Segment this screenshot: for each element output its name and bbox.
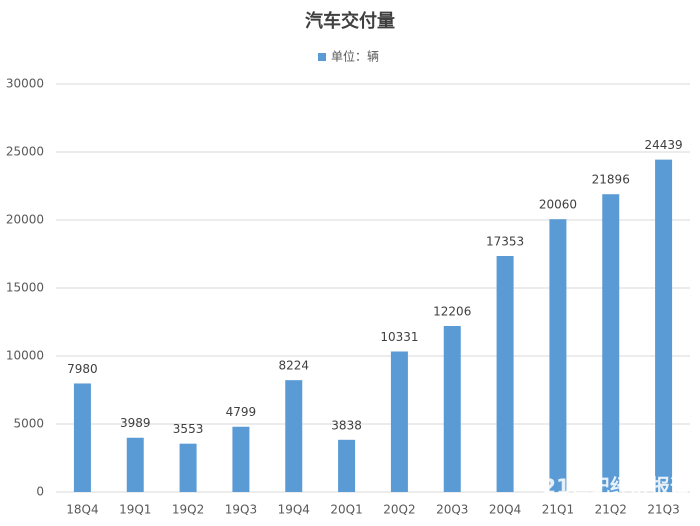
data-label: 17353 <box>486 234 524 248</box>
x-tick-label: 21Q3 <box>647 503 679 517</box>
data-label: 20060 <box>539 198 577 212</box>
data-label: 7980 <box>67 362 98 376</box>
bar <box>496 255 514 492</box>
data-label: 8224 <box>278 359 309 373</box>
data-label: 3553 <box>173 422 204 436</box>
y-tick-label: 25000 <box>6 145 44 159</box>
x-tick-label: 21Q1 <box>542 503 574 517</box>
bar <box>390 351 408 492</box>
x-tick-label: 19Q1 <box>119 503 151 517</box>
x-tick-label: 20Q1 <box>330 503 362 517</box>
data-label: 4799 <box>226 405 257 419</box>
x-tick-label: 20Q3 <box>436 503 468 517</box>
x-tick-label: 21Q2 <box>595 503 627 517</box>
x-tick-label: 20Q2 <box>383 503 415 517</box>
x-tick-label: 19Q2 <box>172 503 204 517</box>
y-tick-label: 20000 <box>6 213 44 227</box>
bar <box>655 159 673 493</box>
bar <box>549 219 567 492</box>
bar <box>73 383 91 492</box>
y-tick-label: 30000 <box>6 77 44 91</box>
data-label: 21896 <box>592 173 630 187</box>
y-tick-label: 15000 <box>6 281 44 295</box>
watermark: 21世纪经济报道 <box>542 475 690 499</box>
data-label: 12206 <box>433 304 471 318</box>
data-label: 10331 <box>380 330 418 344</box>
x-tick-label: 19Q3 <box>225 503 257 517</box>
y-tick-label: 0 <box>36 485 44 499</box>
bar <box>179 443 197 492</box>
bar <box>285 380 303 492</box>
bar <box>338 439 356 492</box>
data-label: 3838 <box>331 418 362 432</box>
bar <box>443 325 461 492</box>
x-tick-label: 19Q4 <box>278 503 310 517</box>
y-tick-label: 5000 <box>13 417 44 431</box>
data-label: 3989 <box>120 416 151 430</box>
y-tick-label: 10000 <box>6 349 44 363</box>
legend-label: 单位：辆 <box>331 49 379 64</box>
x-tick-label: 18Q4 <box>66 503 98 517</box>
bar <box>232 426 250 492</box>
data-label: 24439 <box>644 138 682 152</box>
bar <box>602 194 620 492</box>
bar <box>126 437 144 492</box>
chart-title: 汽车交付量 <box>305 10 395 32</box>
x-tick-label: 20Q4 <box>489 503 521 517</box>
legend-swatch <box>318 53 326 61</box>
